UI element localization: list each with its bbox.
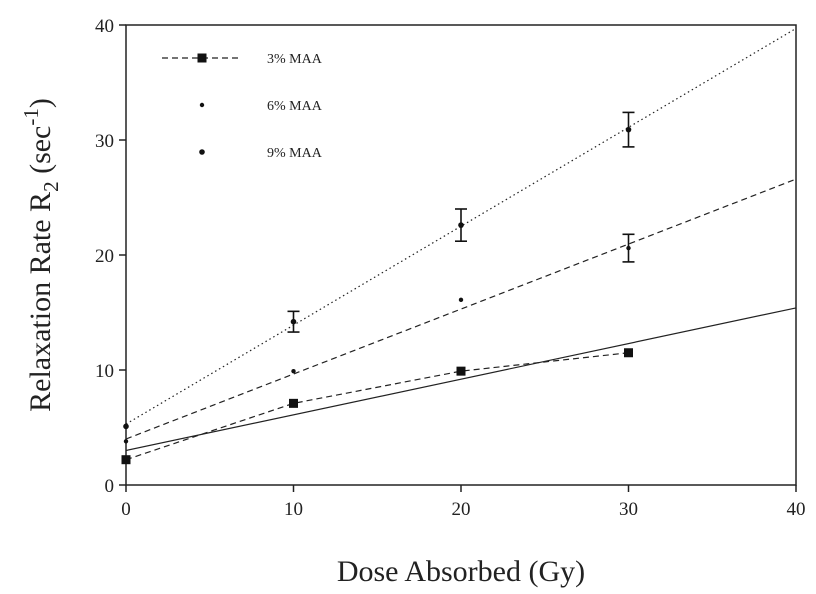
y-tick-label: 10 [95, 361, 114, 382]
legend-label: 3% MAA [267, 52, 323, 67]
legend-marker [199, 149, 205, 155]
data-point [624, 348, 633, 358]
y-axis-title-superscript: -1 [19, 108, 43, 126]
y-tick-label: 0 [105, 476, 115, 497]
data-point [458, 222, 464, 228]
data-point [289, 398, 298, 408]
y-axis-title-main: Relaxation Rate R [24, 192, 57, 412]
data-point [123, 439, 129, 444]
y-axis-title: Relaxation Rate R2 (sec-1) [19, 98, 63, 412]
x-tick-label: 40 [787, 499, 806, 520]
y-tick-label: 20 [95, 246, 114, 267]
legend-marker [197, 53, 207, 63]
x-tick-label: 10 [284, 499, 303, 520]
y-axis-title-close: ) [24, 98, 57, 108]
x-tick-label: 0 [121, 499, 131, 520]
legend-marker [199, 102, 205, 108]
fit-line-9-maa [125, 27, 797, 425]
legend-entry-9-maa: 9% MAA [199, 146, 323, 161]
data-point [290, 318, 297, 325]
y-tick-label: 30 [95, 131, 114, 152]
series-6-maa [123, 233, 635, 444]
data-point [121, 455, 131, 465]
fit-line-3-maa [125, 307, 797, 452]
legend-label: 9% MAA [267, 146, 323, 161]
series-9-maa [123, 111, 635, 430]
legend-entry-3-maa: 3% MAA [162, 52, 323, 67]
x-tick-label: 20 [452, 499, 471, 520]
data-point [458, 297, 464, 303]
y-axis-title-unit: (sec [24, 126, 57, 182]
data-point [456, 366, 466, 376]
data-point [123, 423, 129, 430]
legend-entry-6-maa: 6% MAA [199, 99, 323, 114]
connecting-line-3-maa [125, 352, 629, 461]
y-axis-title-subscript: 2 [39, 181, 63, 192]
x-axis-title: Dose Absorbed (Gy) [337, 555, 585, 588]
data-point [626, 245, 631, 251]
series-3-maa [121, 348, 633, 465]
y-tick-label: 40 [95, 16, 114, 37]
plot-frame [125, 24, 797, 486]
legend-label: 6% MAA [267, 99, 323, 114]
data-point [291, 368, 296, 374]
x-tick-label: 30 [619, 499, 638, 520]
data-point [625, 126, 632, 133]
